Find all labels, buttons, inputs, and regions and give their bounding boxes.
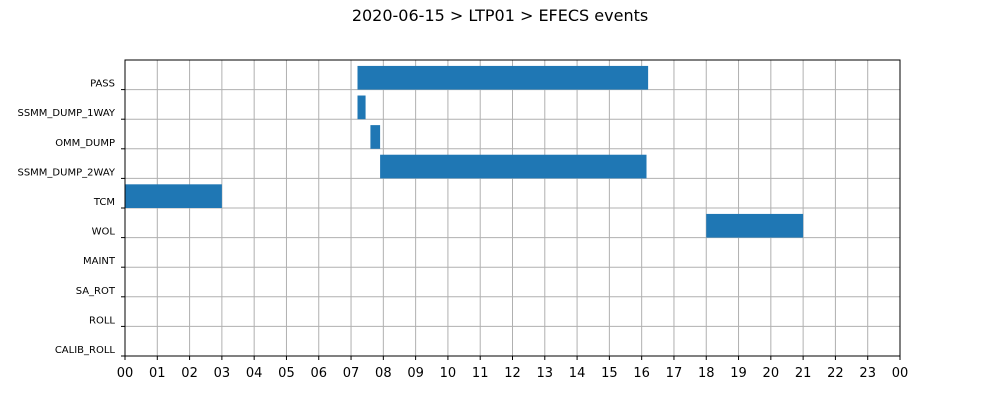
x-tick-label: 04 [246,366,263,381]
x-tick-label: 05 [278,366,295,381]
x-tick-label: 02 [181,366,198,381]
y-tick-label: MAINT [83,256,116,267]
x-tick-label: 00 [892,366,909,381]
x-tick-label: 16 [633,366,650,381]
y-tick-label: ROLL [89,315,115,326]
grid-layer [124,60,901,357]
event-bar-ssmm-dump-1way [357,95,366,120]
y-tick-label: OMM_DUMP [55,138,115,149]
x-tick-label: 11 [472,366,489,381]
chart-title: 2020-06-15 > LTP01 > EFECS events [351,6,649,25]
x-tick-label: 20 [763,366,780,381]
x-tick-label: 18 [698,366,715,381]
x-tick-label: 12 [504,366,521,381]
x-tick-label: 21 [795,366,812,381]
x-tick-label: 03 [214,366,231,381]
event-bar-pass [357,65,649,90]
x-tick-label: 09 [407,366,424,381]
x-tick-label: 00 [117,366,134,381]
y-tick-label: CALIB_ROLL [55,345,116,356]
event-bar-wol [706,213,804,238]
event-bar-tcm [125,184,222,208]
x-tick-label: 10 [440,366,457,381]
x-tick-label: 13 [537,366,554,381]
event-bar-omm-dump [370,125,381,149]
event-bar-ssmm-dump-2way [380,154,647,179]
x-tick-label: 07 [343,366,360,381]
x-tick-label: 15 [601,366,618,381]
x-tick-label: 06 [310,366,327,381]
x-tick-label: 08 [375,366,392,381]
bars-layer [125,65,804,238]
y-tick-label: SSMM_DUMP_2WAY [17,167,115,178]
y-tick-label: WOL [92,227,116,238]
y-tick-label: PASS [90,79,115,90]
axes-layer: PASS SSMM_DUMP_1WAY OMM_DUMP SSMM_DUMP_2WAY… [17,59,909,381]
x-tick-label: 19 [730,366,747,381]
x-tick-label: 22 [827,366,844,381]
x-tick-label: 01 [149,366,166,381]
y-tick-label: SA_ROT [76,286,116,297]
y-tick-label: TCM [93,197,115,208]
x-tick-label: 23 [859,366,876,381]
y-tick-label: SSMM_DUMP_1WAY [17,108,115,119]
x-tick-label: 17 [666,366,683,381]
x-tick-label: 14 [569,366,586,381]
